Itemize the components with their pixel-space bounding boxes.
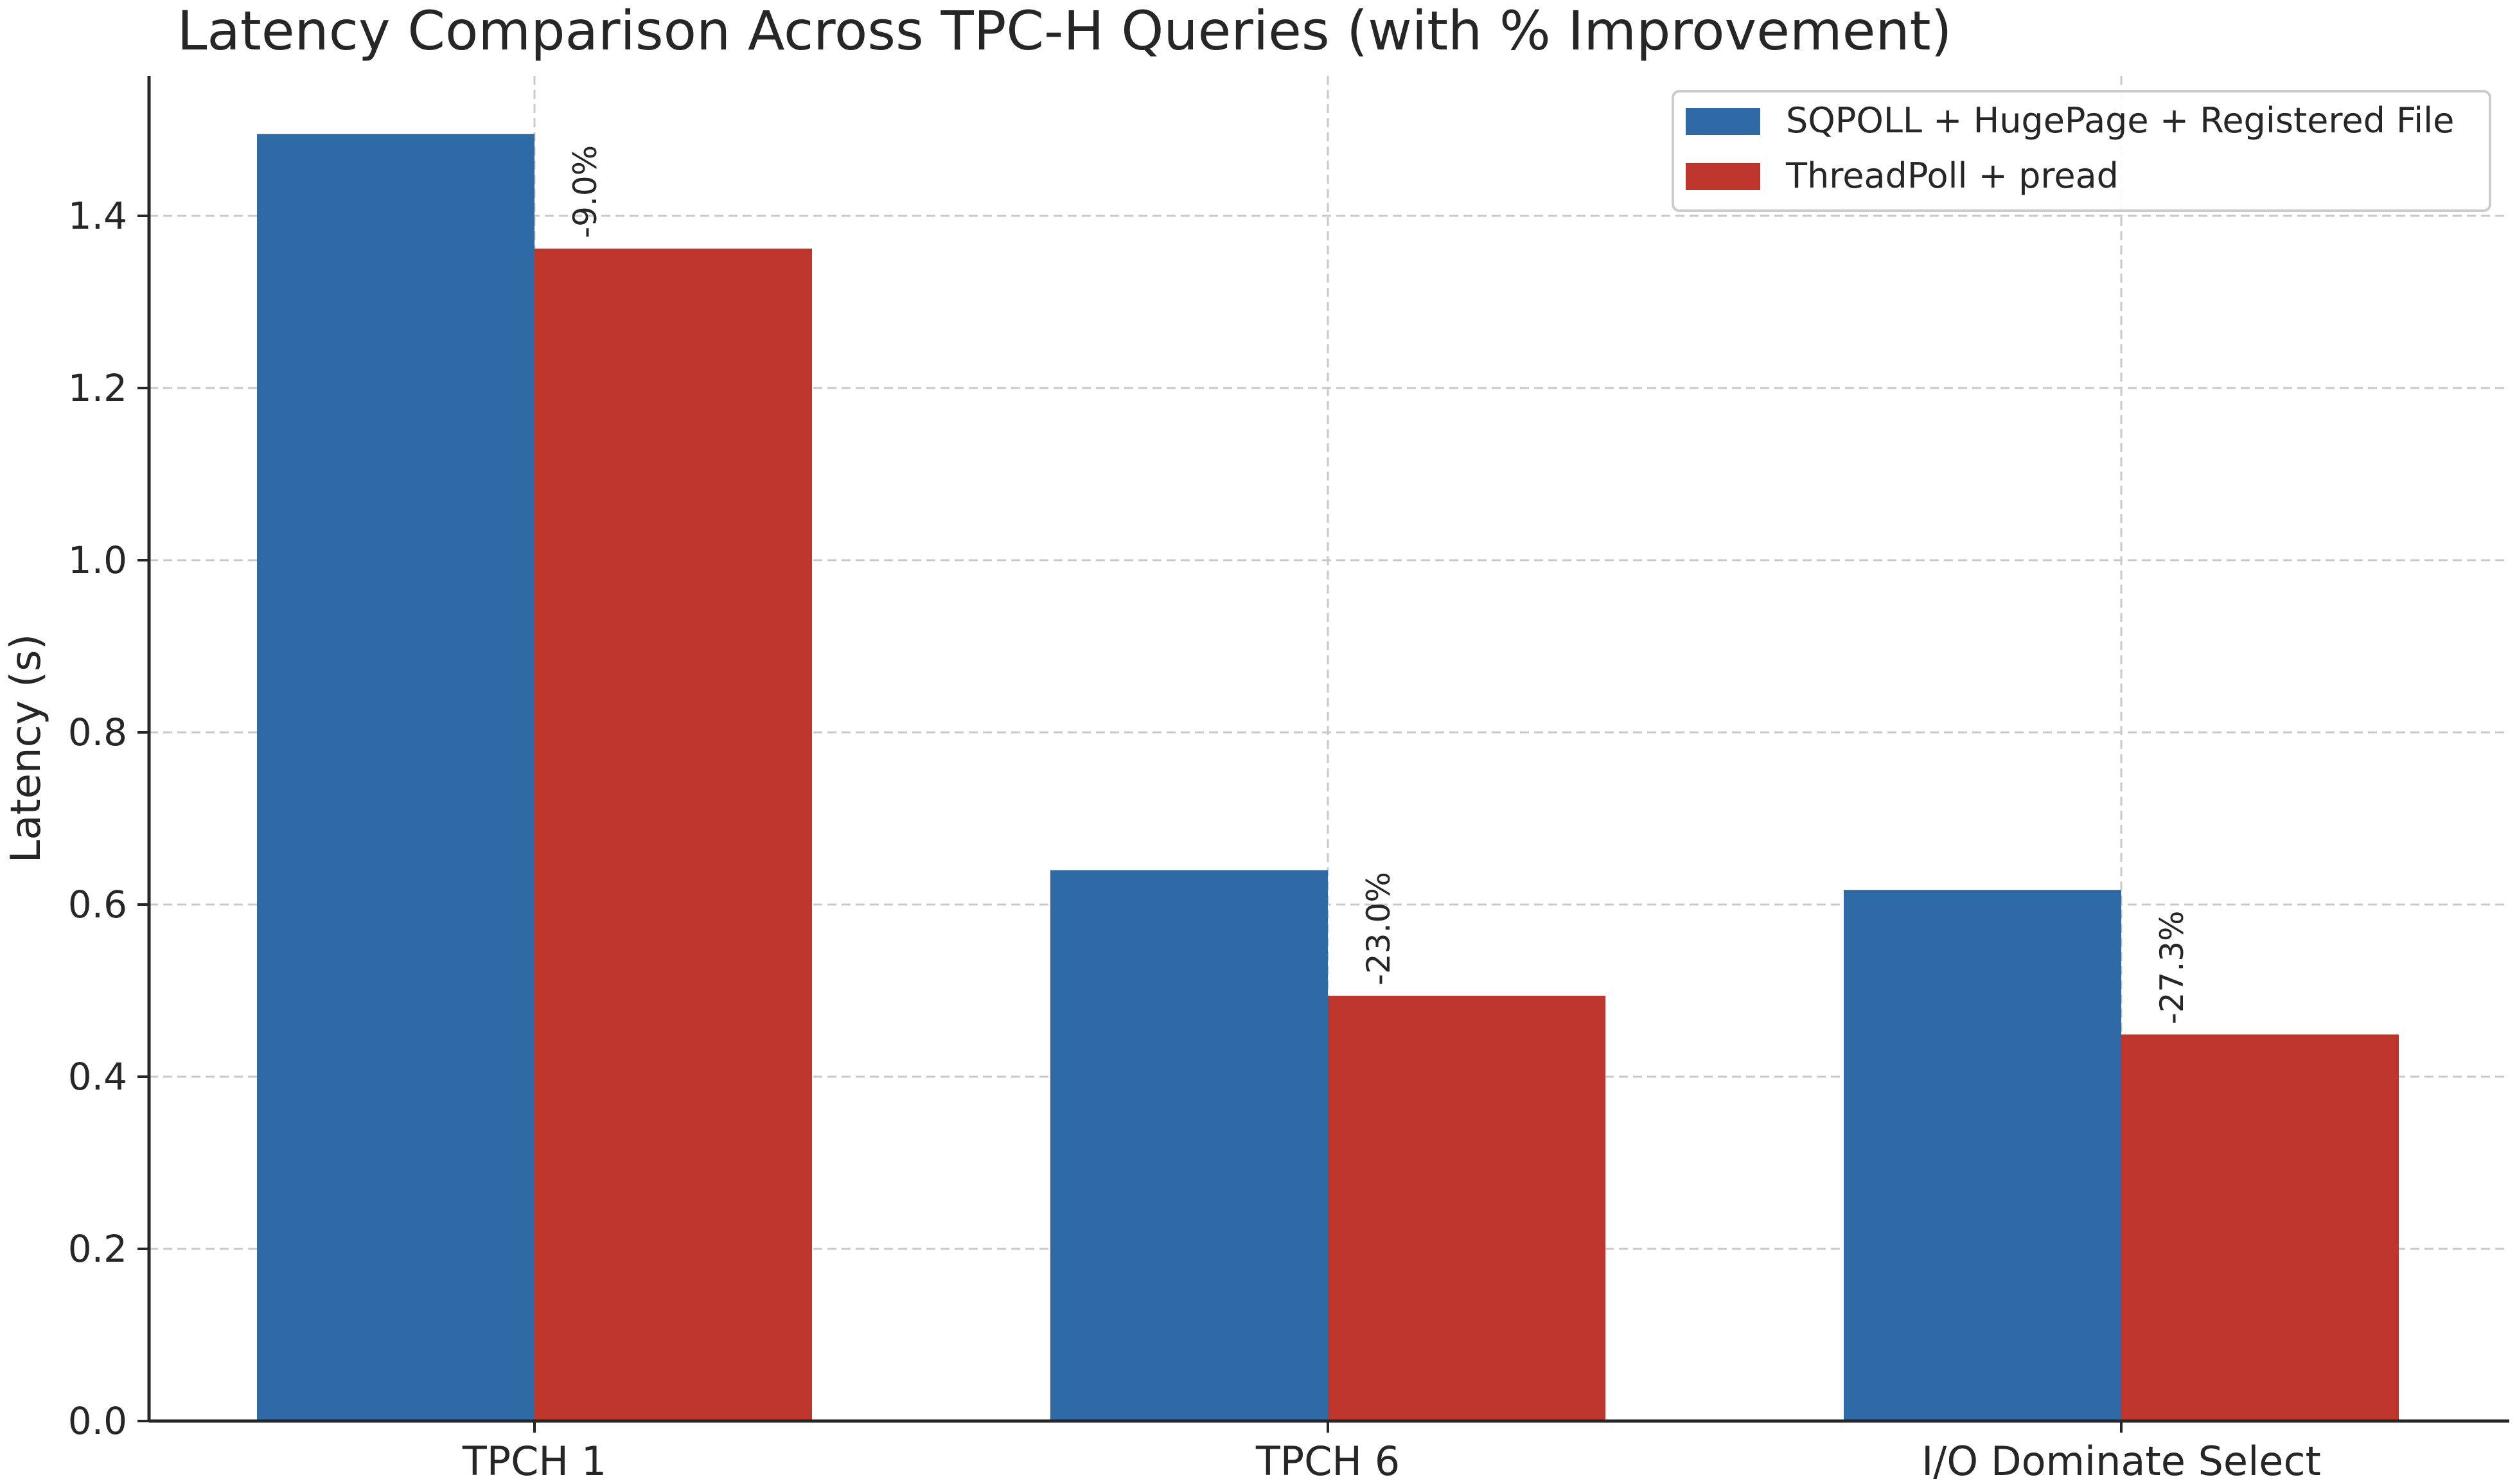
x-tick-label: TPCH 1 <box>462 1438 606 1484</box>
bars <box>257 134 2399 1422</box>
y-tick-label: 1.2 <box>68 366 127 410</box>
x-ticks: TPCH 1 TPCH 6 I/O Dominate Select <box>462 1421 2321 1484</box>
bar-improvement-label: -27.3% <box>2153 910 2191 1024</box>
bar-threadpoll <box>1328 996 1605 1421</box>
bar-improvement-label: -23.0% <box>1360 872 1397 985</box>
legend-label-sqpoll: SQPOLL + HugePage + Registered File <box>1786 100 2454 141</box>
x-tick-label: TPCH 6 <box>1255 1438 1400 1484</box>
chart-title: Latency Comparison Across TPC-H Queries … <box>177 0 1952 62</box>
legend-swatch-threadpoll <box>1686 163 1760 190</box>
y-tick-label: 0.8 <box>68 711 127 754</box>
bar-sqpoll <box>1050 870 1328 1421</box>
legend-box <box>1672 90 2491 212</box>
y-tick-label: 0.2 <box>68 1227 127 1271</box>
y-tick-label: 0.4 <box>68 1055 127 1099</box>
y-tick-label: 0.0 <box>68 1399 127 1443</box>
y-tick-label: 1.4 <box>68 194 127 238</box>
y-tick-label: 0.6 <box>68 883 127 926</box>
y-tick-label: 1.0 <box>68 538 127 582</box>
bar-sqpoll <box>1844 890 2121 1421</box>
y-axis-label: Latency (s) <box>3 634 50 863</box>
bar-labels: -9.0% -23.0% -27.3% <box>567 145 2191 1024</box>
legend: SQPOLL + HugePage + Registered File Thre… <box>1672 90 2491 212</box>
bar-threadpoll <box>534 248 812 1421</box>
legend-label-threadpoll: ThreadPoll + pread <box>1785 155 2119 196</box>
legend-swatch-sqpoll <box>1686 108 1760 135</box>
bar-improvement-label: -9.0% <box>567 145 604 238</box>
y-ticks: 0.0 0.2 0.4 0.6 0.8 1.0 1.2 1.4 <box>68 194 149 1443</box>
bar-sqpoll <box>257 134 534 1422</box>
bar-threadpoll <box>2121 1034 2399 1421</box>
x-tick-label: I/O Dominate Select <box>1921 1438 2321 1484</box>
